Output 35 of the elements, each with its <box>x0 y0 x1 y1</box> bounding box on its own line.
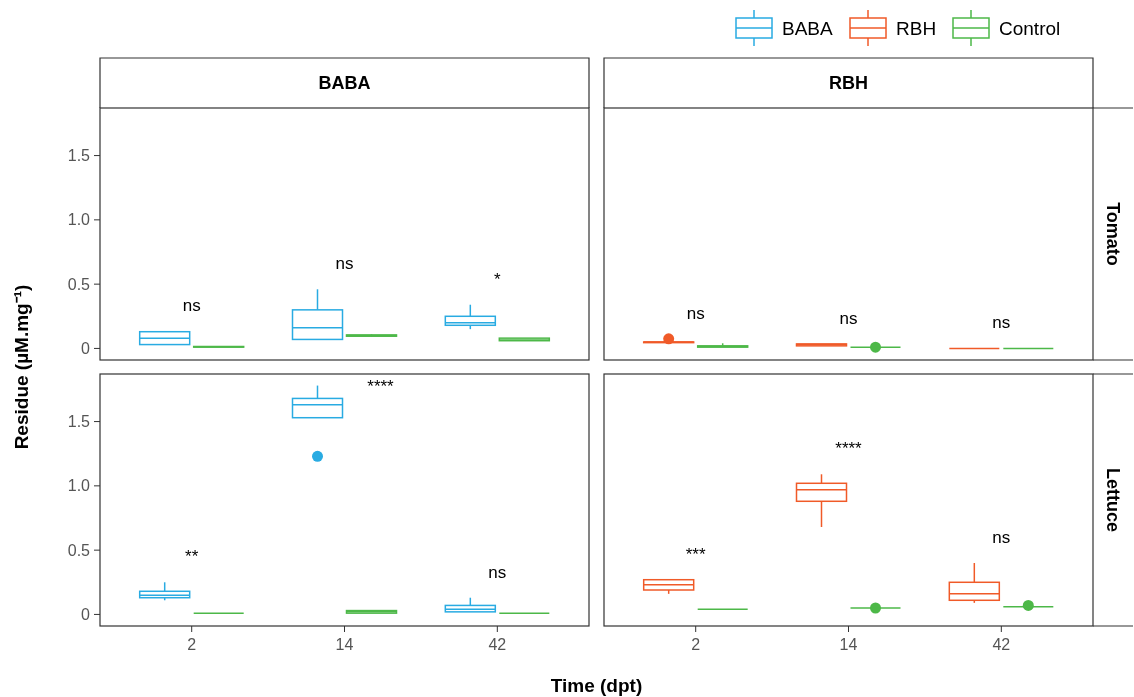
chart-title: RBH <box>829 73 868 94</box>
x-tick-label: 2 <box>691 636 701 653</box>
annotation: **** <box>835 439 863 459</box>
annotation: **** <box>367 376 395 396</box>
legend-label: BABA <box>782 17 834 39</box>
annotation: *** <box>685 544 706 564</box>
x-tick-label: 2 <box>187 636 197 653</box>
y-tick-label: 0.5 <box>67 541 91 559</box>
annotation: ns <box>839 308 858 328</box>
y-tick-label: 0 <box>81 606 91 624</box>
legend-label: RBH <box>896 17 937 39</box>
chart-title: BABA <box>318 73 371 94</box>
y2-axis-title: Lettuce <box>1102 467 1123 533</box>
annotation: ** <box>185 547 199 567</box>
x-tick-label: 14 <box>335 636 354 653</box>
y-tick-label: 1.0 <box>67 477 91 495</box>
legend-label: Control <box>999 17 1061 39</box>
annotation: ns <box>686 303 705 323</box>
annotation: ns <box>488 562 507 582</box>
annotation: ns <box>182 296 201 316</box>
y-tick-label: 0 <box>81 340 91 358</box>
annotation: * <box>494 269 501 289</box>
y-axis-title: Residue (µM.mg⁻¹) <box>11 284 32 450</box>
x-axis-title: Time (dpt) <box>550 675 643 696</box>
x-tick-label: 42 <box>992 636 1011 653</box>
annotation: ns <box>992 527 1011 547</box>
annotation: ns <box>992 313 1011 333</box>
y2-axis-title: Tomato <box>1102 202 1123 266</box>
y-tick-label: 1.5 <box>67 147 91 165</box>
y-tick-label: 0.5 <box>67 275 91 293</box>
x-tick-label: 14 <box>839 636 858 653</box>
annotation: ns <box>335 254 354 274</box>
y-tick-label: 1.0 <box>67 211 91 229</box>
x-tick-label: 42 <box>488 636 507 653</box>
y-tick-label: 1.5 <box>67 413 91 431</box>
